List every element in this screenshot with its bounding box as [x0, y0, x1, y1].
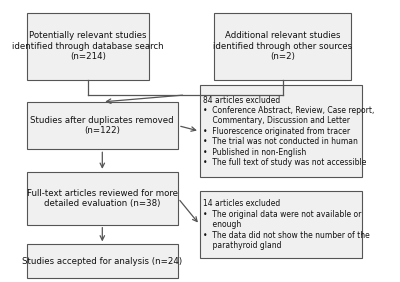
Text: Studies after duplicates removed
(n=122): Studies after duplicates removed (n=122) — [30, 116, 174, 135]
Text: 84 articles excluded
•  Conference Abstract, Review, Case report,
    Commentary: 84 articles excluded • Conference Abstra… — [203, 96, 375, 167]
FancyBboxPatch shape — [26, 102, 178, 149]
FancyBboxPatch shape — [200, 85, 362, 177]
FancyBboxPatch shape — [26, 244, 178, 278]
Text: Additional relevant studies
identified through other sources
(n=2): Additional relevant studies identified t… — [213, 31, 352, 61]
Text: Studies accepted for analysis (n=24): Studies accepted for analysis (n=24) — [22, 257, 182, 266]
FancyBboxPatch shape — [26, 13, 149, 80]
Text: Potentially relevant studies
identified through database search
(n=214): Potentially relevant studies identified … — [12, 31, 164, 61]
FancyBboxPatch shape — [26, 172, 178, 225]
FancyBboxPatch shape — [214, 13, 351, 80]
FancyBboxPatch shape — [200, 191, 362, 258]
Text: 14 articles excluded
•  The original data were not available or
    enough
•  Th: 14 articles excluded • The original data… — [203, 199, 370, 250]
Text: Full-text articles reviewed for more
detailed evaluation (n=38): Full-text articles reviewed for more det… — [27, 189, 178, 208]
